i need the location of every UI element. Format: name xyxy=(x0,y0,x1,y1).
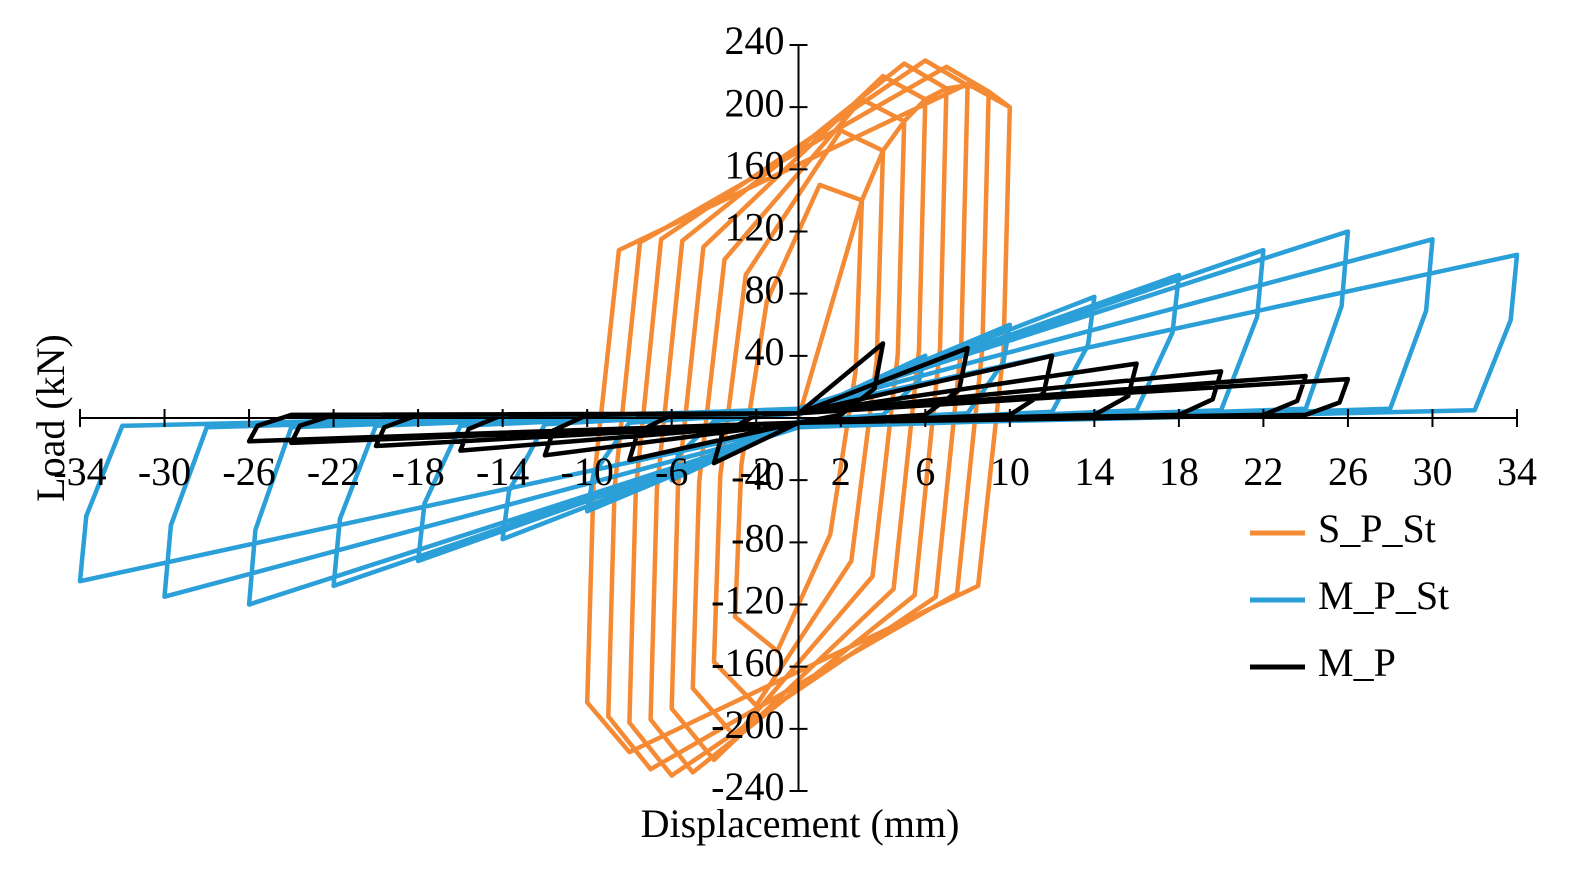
y-tick-label: 80 xyxy=(745,267,785,312)
x-tick-label: -34 xyxy=(53,449,106,494)
x-tick-label: 14 xyxy=(1074,449,1114,494)
y-tick-label: 120 xyxy=(725,205,785,250)
x-tick-label: -6 xyxy=(655,449,688,494)
legend-label: M_P xyxy=(1318,640,1396,685)
y-tick-label: -160 xyxy=(711,640,784,685)
y-tick-label: 160 xyxy=(725,143,785,188)
y-tick-label: 200 xyxy=(725,80,785,125)
y-tick-label: -80 xyxy=(731,516,784,561)
x-tick-label: 22 xyxy=(1243,449,1283,494)
y-tick-label: -120 xyxy=(711,578,784,623)
legend-label: M_P_St xyxy=(1318,573,1449,618)
x-tick-label: 26 xyxy=(1328,449,1368,494)
x-tick-label: -18 xyxy=(391,449,444,494)
x-tick-label: 10 xyxy=(990,449,1030,494)
y-tick-label: -200 xyxy=(711,702,784,747)
y-tick-label: -40 xyxy=(731,453,784,498)
y-tick-label: -240 xyxy=(711,764,784,809)
x-tick-label: -10 xyxy=(561,449,614,494)
x-tick-label: 2 xyxy=(831,449,851,494)
x-tick-label: -2 xyxy=(740,449,773,494)
y-tick-label: 240 xyxy=(725,18,785,63)
x-tick-label: 30 xyxy=(1412,449,1452,494)
y-tick-label: 40 xyxy=(745,329,785,374)
x-tick-label: -14 xyxy=(476,449,529,494)
y-axis-title: Load (kN) xyxy=(28,334,73,502)
x-tick-label: 6 xyxy=(915,449,935,494)
x-tick-label: -22 xyxy=(307,449,360,494)
x-tick-label: -26 xyxy=(222,449,275,494)
x-tick-label: 34 xyxy=(1497,449,1537,494)
x-tick-label: -30 xyxy=(138,449,191,494)
legend-label: S_P_St xyxy=(1318,506,1436,551)
x-axis-title: Displacement (mm) xyxy=(641,801,960,846)
x-tick-label: 18 xyxy=(1159,449,1199,494)
